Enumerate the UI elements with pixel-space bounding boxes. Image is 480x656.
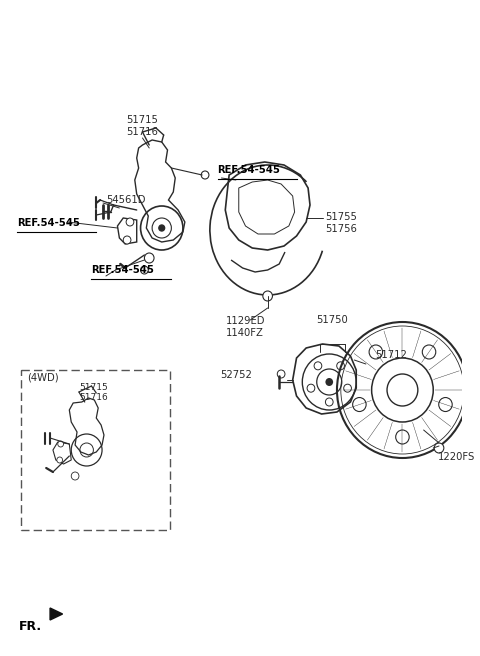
Text: (4WD): (4WD) xyxy=(27,372,59,382)
Text: 51715
51716: 51715 51716 xyxy=(127,115,158,136)
Text: 1129ED
1140FZ: 1129ED 1140FZ xyxy=(226,316,266,338)
Text: 51755
51756: 51755 51756 xyxy=(325,212,357,234)
Circle shape xyxy=(144,253,154,263)
Circle shape xyxy=(344,384,351,392)
Text: 1220FS: 1220FS xyxy=(438,452,475,462)
Circle shape xyxy=(57,457,62,463)
Text: 51712: 51712 xyxy=(375,350,408,360)
Bar xyxy=(21,370,170,530)
Circle shape xyxy=(123,236,131,244)
Circle shape xyxy=(71,472,79,480)
Polygon shape xyxy=(50,608,62,620)
Circle shape xyxy=(141,266,148,274)
Circle shape xyxy=(434,443,444,453)
Circle shape xyxy=(325,398,333,406)
Text: 54561D: 54561D xyxy=(106,195,145,205)
Circle shape xyxy=(353,398,366,411)
Text: 51715
51716: 51715 51716 xyxy=(79,383,108,402)
Text: 51750: 51750 xyxy=(316,315,348,325)
Circle shape xyxy=(307,384,315,392)
Circle shape xyxy=(396,430,409,444)
Circle shape xyxy=(277,370,285,378)
Circle shape xyxy=(126,218,134,226)
Text: REF.54-545: REF.54-545 xyxy=(217,165,280,175)
Circle shape xyxy=(263,291,273,301)
Circle shape xyxy=(337,362,345,370)
Circle shape xyxy=(439,398,452,411)
Circle shape xyxy=(159,225,165,231)
Circle shape xyxy=(314,362,322,370)
Circle shape xyxy=(58,441,63,447)
Circle shape xyxy=(325,378,333,386)
Circle shape xyxy=(369,345,383,359)
Text: REF.54-545: REF.54-545 xyxy=(17,218,80,228)
Text: REF.54-545: REF.54-545 xyxy=(92,265,155,275)
Text: 52752: 52752 xyxy=(220,370,252,380)
Circle shape xyxy=(422,345,436,359)
Text: FR.: FR. xyxy=(19,620,42,633)
Circle shape xyxy=(201,171,209,179)
